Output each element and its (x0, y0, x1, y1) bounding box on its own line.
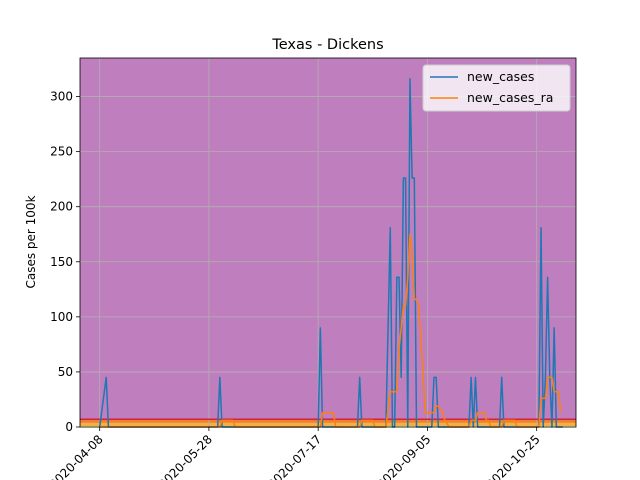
legend-label-new-cases-ra: new_cases_ra (467, 90, 553, 105)
y-tick-label-250: 250 (50, 145, 73, 159)
threshold-band-1 (80, 422, 576, 426)
y-tick-label-150: 150 (50, 255, 73, 269)
y-tick-label-0: 0 (65, 420, 73, 434)
y-axis-label: Cases per 100k (24, 195, 38, 288)
x-tick-label-2020-05-28: 2020-05-28 (156, 432, 215, 480)
threshold-band-2 (80, 419, 576, 423)
x-tick-label-2020-07-17: 2020-07-17 (265, 432, 324, 480)
y-tick-label-300: 300 (50, 90, 73, 104)
chart-title: Texas - Dickens (271, 37, 383, 53)
y-tick-label-100: 100 (50, 310, 73, 324)
x-tick-label-2020-09-05: 2020-09-05 (374, 432, 433, 480)
legend-box (422, 64, 571, 112)
x-tick-label-2020-04-08: 2020-04-08 (47, 432, 106, 480)
legend-label-new-cases: new_cases (467, 69, 534, 84)
y-tick-label-50: 50 (58, 365, 73, 379)
plot-background (80, 58, 576, 427)
y-tick-label-200: 200 (50, 200, 73, 214)
x-tick-label-2020-10-25: 2020-10-25 (484, 432, 543, 480)
legend: new_cases new_cases_ra (422, 64, 571, 112)
axes-frame (79, 57, 577, 428)
plot-area: 0 50 100 150 200 250 300 2020-04-08 2020-05-28 20… (47, 57, 577, 480)
series-line-new-cases (98, 78, 563, 428)
